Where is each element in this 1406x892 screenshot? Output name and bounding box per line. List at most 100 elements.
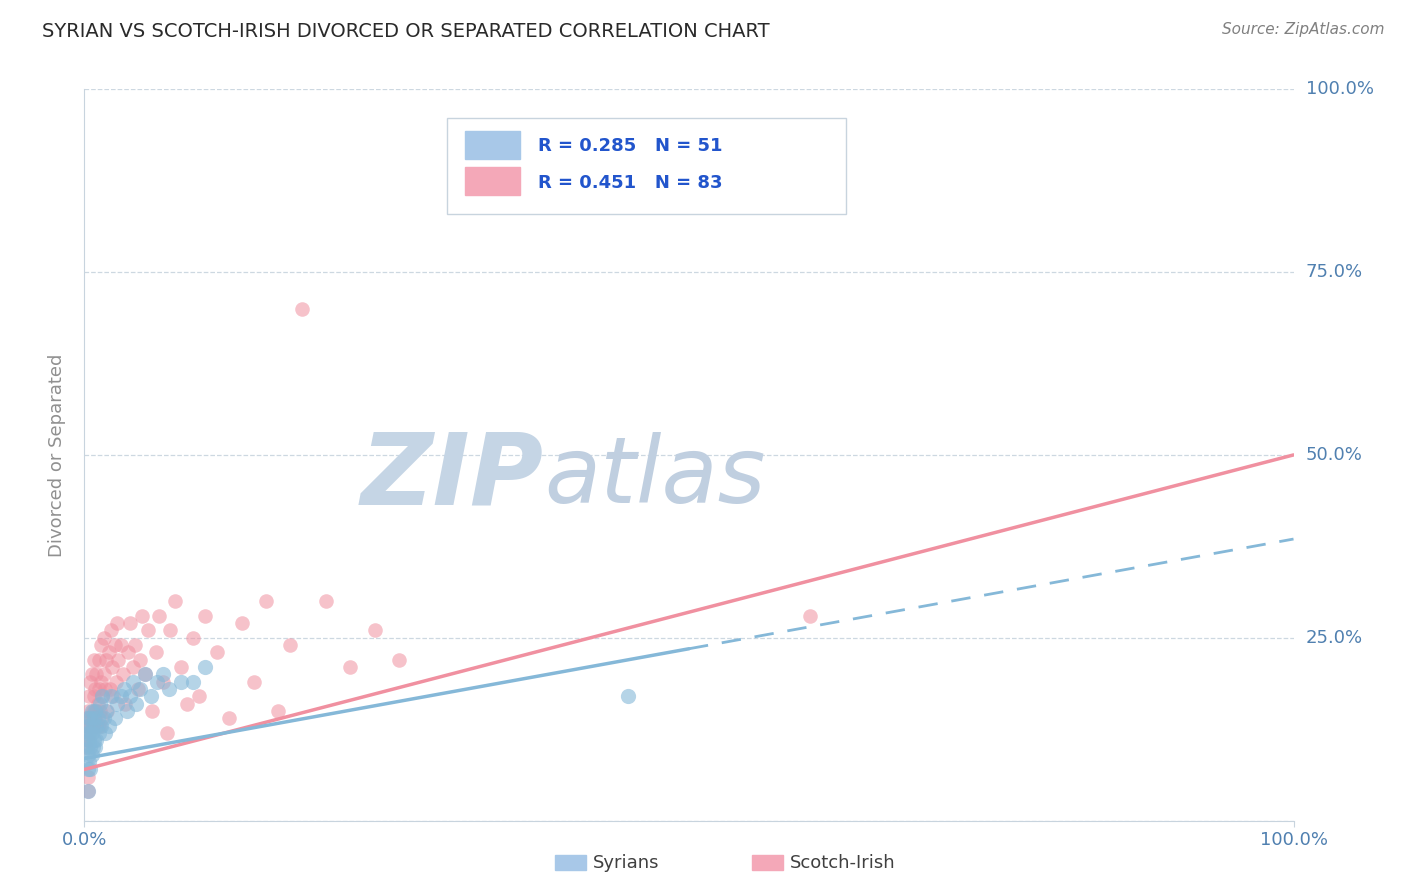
Point	[112, 681, 135, 696]
Text: R = 0.285   N = 51: R = 0.285 N = 51	[538, 137, 723, 155]
Point	[131, 608, 153, 623]
Point	[84, 711, 107, 725]
Point	[388, 653, 411, 667]
Point	[97, 718, 120, 732]
Point	[87, 726, 110, 740]
Point	[77, 784, 100, 798]
Point	[87, 653, 110, 667]
Point	[617, 690, 640, 704]
Point	[86, 697, 108, 711]
Point	[163, 594, 186, 608]
Point	[77, 770, 100, 784]
Point	[267, 704, 290, 718]
Point	[127, 681, 149, 696]
Point	[77, 690, 100, 704]
Point	[157, 681, 180, 696]
Point	[79, 711, 101, 725]
Point	[90, 674, 112, 689]
Point	[80, 747, 103, 762]
Point	[104, 711, 127, 725]
Text: 75.0%: 75.0%	[1306, 263, 1362, 281]
Point	[77, 784, 100, 798]
Point	[110, 690, 132, 704]
Point	[76, 711, 98, 725]
Point	[79, 726, 101, 740]
FancyBboxPatch shape	[465, 168, 520, 195]
Point	[148, 608, 170, 623]
Point	[75, 726, 97, 740]
Point	[79, 740, 101, 755]
Point	[83, 690, 105, 704]
Point	[77, 704, 100, 718]
Point	[86, 733, 108, 747]
Point	[89, 718, 111, 732]
Text: R = 0.451   N = 83: R = 0.451 N = 83	[538, 174, 723, 192]
Point	[86, 667, 108, 681]
Point	[242, 674, 264, 689]
Point	[231, 616, 253, 631]
Point	[188, 690, 211, 704]
Point	[155, 726, 177, 740]
Point	[121, 674, 143, 689]
Point	[363, 624, 385, 638]
Point	[129, 681, 152, 696]
Point	[115, 704, 138, 718]
Point	[170, 674, 193, 689]
Point	[89, 697, 111, 711]
Point	[90, 718, 112, 732]
Text: 100.0%: 100.0%	[1306, 80, 1374, 98]
Point	[120, 616, 142, 631]
Point	[83, 733, 105, 747]
Point	[145, 645, 167, 659]
Point	[101, 660, 124, 674]
Point	[129, 653, 152, 667]
Text: Scotch-Irish: Scotch-Irish	[790, 854, 896, 871]
Point	[83, 653, 105, 667]
Point	[93, 667, 115, 681]
Point	[799, 608, 821, 623]
Point	[82, 740, 104, 755]
Point	[93, 711, 115, 725]
Point	[124, 638, 146, 652]
Point	[76, 718, 98, 732]
Point	[100, 624, 122, 638]
Point	[79, 763, 101, 777]
Y-axis label: Divorced or Separated: Divorced or Separated	[48, 353, 66, 557]
Text: Syrians: Syrians	[593, 854, 659, 871]
Point	[93, 631, 115, 645]
Point	[207, 645, 229, 659]
Point	[339, 660, 361, 674]
Point	[194, 660, 217, 674]
Point	[105, 616, 128, 631]
Point	[82, 718, 104, 732]
Point	[87, 681, 110, 696]
Text: 50.0%: 50.0%	[1306, 446, 1362, 464]
Point	[94, 704, 117, 718]
Point	[141, 704, 163, 718]
Point	[80, 711, 103, 725]
Point	[77, 718, 100, 732]
Point	[91, 690, 114, 704]
Point	[94, 681, 117, 696]
Point	[94, 726, 117, 740]
Point	[77, 763, 100, 777]
Point	[121, 660, 143, 674]
Point	[86, 704, 108, 718]
Point	[98, 681, 121, 696]
Text: Source: ZipAtlas.com: Source: ZipAtlas.com	[1222, 22, 1385, 37]
Point	[125, 697, 148, 711]
Point	[278, 638, 301, 652]
Point	[315, 594, 337, 608]
Point	[89, 704, 111, 718]
Point	[91, 711, 114, 725]
Point	[218, 711, 240, 725]
Point	[77, 733, 100, 747]
Point	[120, 690, 142, 704]
Point	[84, 740, 107, 755]
Point	[94, 653, 117, 667]
Point	[97, 645, 120, 659]
Point	[79, 674, 101, 689]
Point	[100, 690, 122, 704]
Point	[86, 718, 108, 732]
Point	[170, 660, 193, 674]
